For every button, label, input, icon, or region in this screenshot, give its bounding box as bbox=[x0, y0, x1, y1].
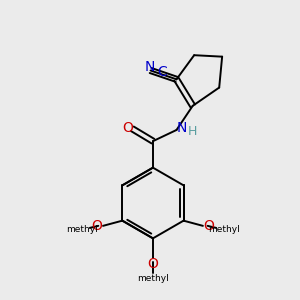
Text: methyl: methyl bbox=[208, 225, 240, 234]
Text: N: N bbox=[177, 121, 187, 135]
Text: O: O bbox=[203, 219, 214, 232]
Text: methyl: methyl bbox=[66, 225, 98, 234]
Text: N: N bbox=[144, 60, 154, 74]
Text: C: C bbox=[157, 65, 167, 79]
Text: methyl: methyl bbox=[137, 274, 169, 283]
Text: O: O bbox=[92, 219, 103, 232]
Text: O: O bbox=[148, 257, 158, 271]
Text: O: O bbox=[122, 121, 133, 135]
Text: H: H bbox=[188, 125, 197, 138]
